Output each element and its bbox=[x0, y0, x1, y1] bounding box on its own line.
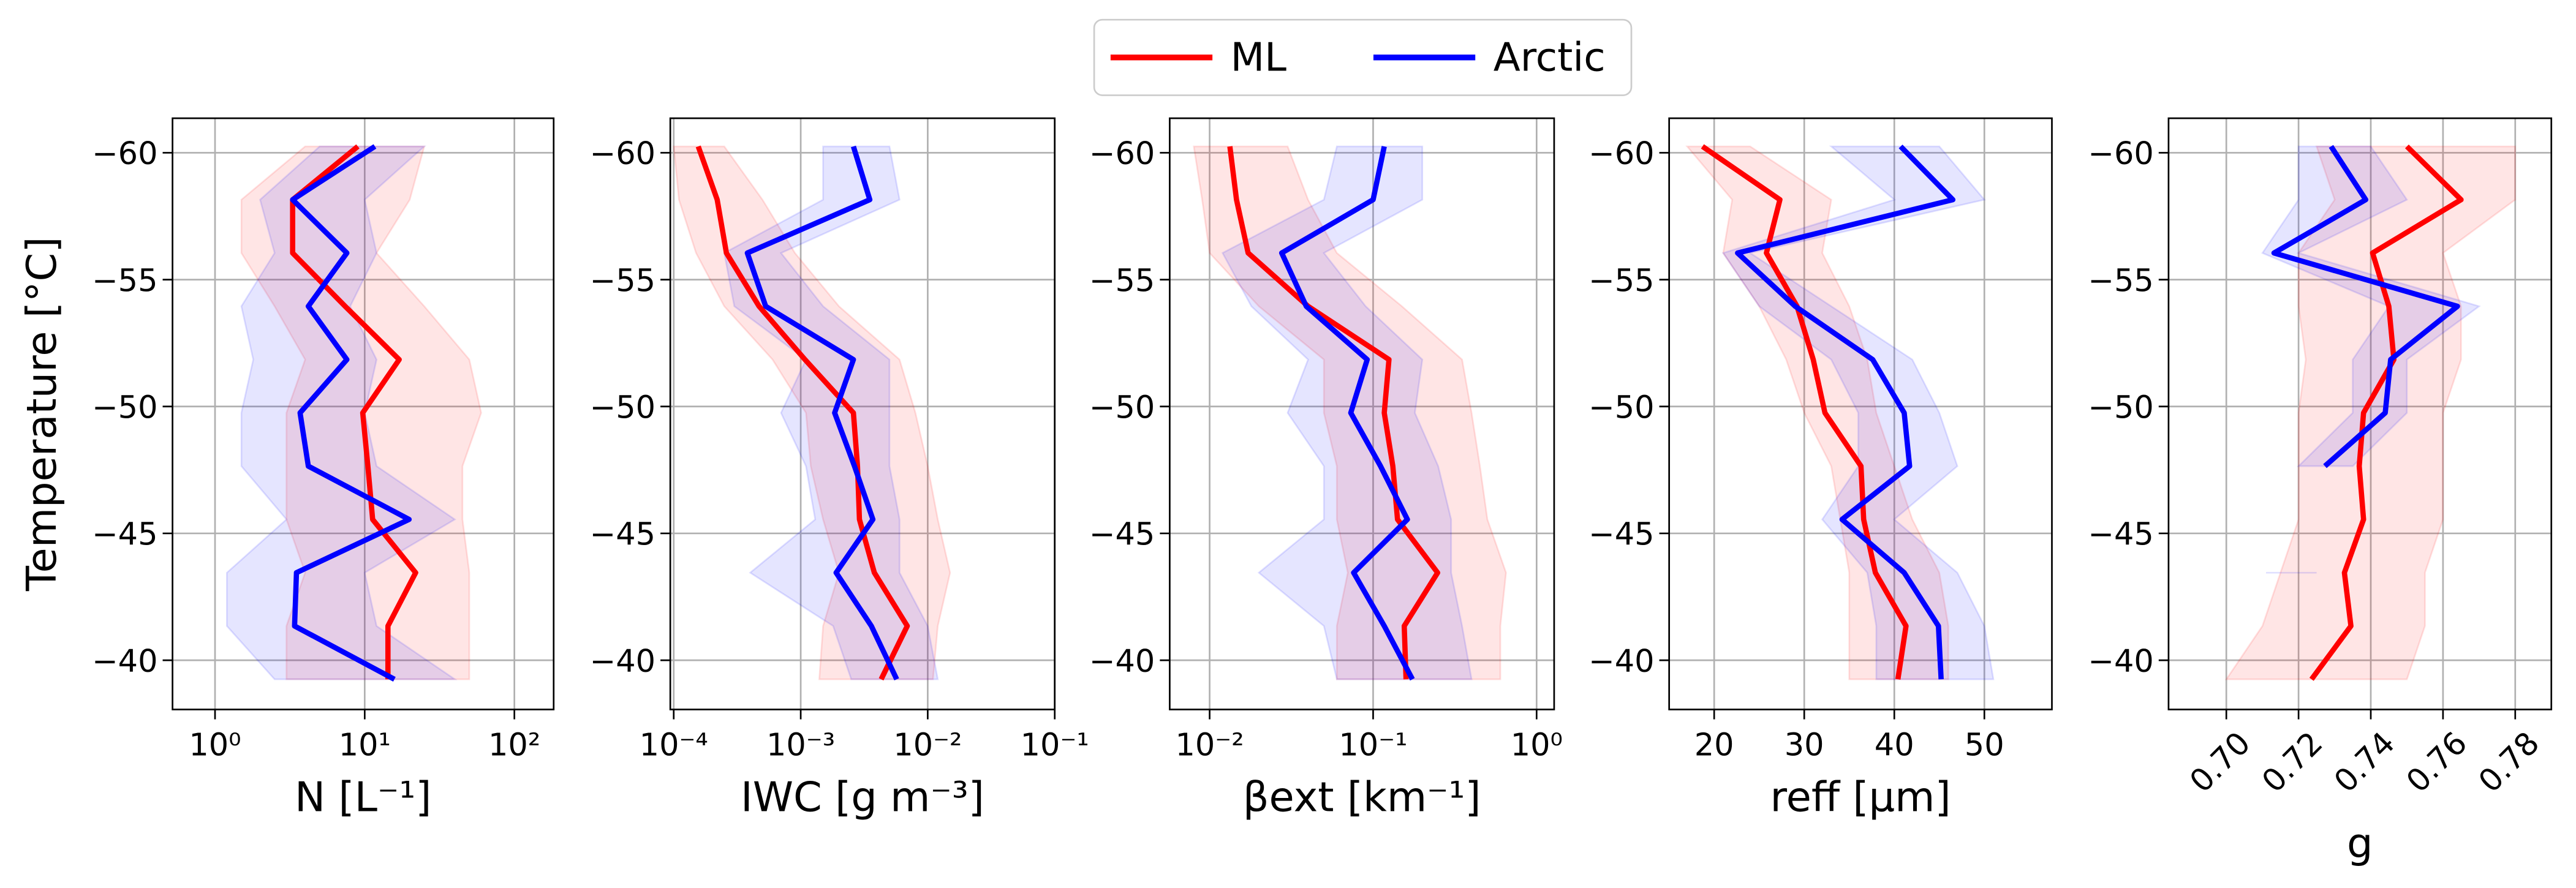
plot-frame bbox=[1169, 117, 1555, 710]
y-tick-label: −40 bbox=[1588, 644, 1655, 680]
band bbox=[1221, 145, 1473, 680]
x-tick-label: 10⁻⁴ bbox=[640, 728, 708, 764]
x-tick-label: 10⁰ bbox=[1511, 728, 1563, 764]
band bbox=[2261, 145, 2481, 574]
x-tick-label: 10⁻² bbox=[893, 728, 962, 764]
series-line bbox=[2309, 145, 2464, 681]
plot-frame bbox=[1668, 117, 2053, 710]
band bbox=[1685, 145, 1949, 680]
series-line bbox=[695, 145, 910, 681]
legend-label: Arctic bbox=[1494, 34, 1606, 80]
y-tick-label: −60 bbox=[590, 136, 656, 172]
y-tick-label: −45 bbox=[1588, 517, 1655, 553]
series-line bbox=[290, 144, 418, 680]
legend-label: ML bbox=[1231, 34, 1287, 80]
band bbox=[2224, 145, 2517, 680]
plot-frame bbox=[2167, 117, 2553, 710]
y-tick-label: −45 bbox=[1089, 517, 1155, 553]
series-line bbox=[1701, 144, 1909, 680]
series-line bbox=[1227, 146, 1441, 680]
x-tick-label: 0.72 bbox=[2255, 725, 2330, 800]
x-tick-label: 50 bbox=[1965, 728, 2004, 764]
y-tick-label: −50 bbox=[590, 390, 656, 426]
x-tick-label: 10⁻³ bbox=[766, 728, 835, 764]
y-tick-label: −55 bbox=[590, 263, 656, 299]
x-axis-label: g bbox=[2347, 819, 2373, 867]
y-tick-label: −60 bbox=[92, 136, 158, 172]
x-tick-label: 0.70 bbox=[2183, 725, 2258, 800]
y-tick-label: −60 bbox=[1588, 136, 1655, 172]
y-tick-label: −40 bbox=[92, 644, 158, 680]
x-tick-label: 10¹ bbox=[339, 728, 391, 764]
x-axis-label: reff [μm] bbox=[1770, 773, 1951, 821]
x-tick-label: 10⁰ bbox=[189, 728, 241, 764]
plot-frame bbox=[172, 117, 555, 710]
band bbox=[1721, 145, 1995, 680]
y-tick-label: −40 bbox=[590, 644, 656, 680]
y-tick-label: −45 bbox=[2088, 517, 2154, 553]
y-tick-label: −60 bbox=[2088, 136, 2154, 172]
x-tick-label: 10² bbox=[488, 728, 540, 764]
y-tick-label: −45 bbox=[92, 517, 158, 553]
x-axis-label: N [L⁻¹] bbox=[295, 773, 431, 821]
y-tick-label: −55 bbox=[1588, 263, 1655, 299]
x-tick-label: 20 bbox=[1694, 728, 1734, 764]
x-tick-label: 0.78 bbox=[2472, 725, 2547, 800]
series-line bbox=[1279, 146, 1415, 681]
x-tick-label: 0.76 bbox=[2400, 725, 2474, 800]
series-line bbox=[1735, 145, 1956, 680]
y-tick-label: −45 bbox=[590, 517, 656, 553]
x-tick-label: 40 bbox=[1875, 728, 1914, 764]
plot-frame bbox=[669, 117, 1056, 710]
series-line bbox=[290, 144, 412, 682]
y-tick-label: −40 bbox=[2088, 644, 2154, 680]
legend-box bbox=[1093, 18, 1633, 96]
x-tick-label: 10⁻¹ bbox=[1021, 728, 1089, 764]
x-tick-label: 10⁻² bbox=[1176, 728, 1244, 764]
y-tick-label: −40 bbox=[1089, 644, 1155, 680]
x-tick-label: 0.74 bbox=[2327, 725, 2402, 800]
y-tick-label: −50 bbox=[1089, 390, 1155, 426]
x-tick-label: 10⁻¹ bbox=[1339, 728, 1407, 764]
series-line bbox=[2271, 145, 2460, 468]
series-line bbox=[744, 145, 899, 681]
x-axis-label: βext [km⁻¹] bbox=[1243, 773, 1481, 821]
y-tick-label: −50 bbox=[92, 390, 158, 426]
y-axis-label: Temperature [°C] bbox=[18, 237, 66, 592]
y-tick-label: −60 bbox=[1089, 136, 1155, 172]
y-tick-label: −55 bbox=[1089, 263, 1155, 299]
band bbox=[226, 145, 458, 680]
y-tick-label: −55 bbox=[2088, 263, 2154, 299]
x-tick-label: 30 bbox=[1785, 728, 1824, 764]
band bbox=[723, 145, 939, 680]
x-axis-label: IWC [g m⁻³] bbox=[741, 773, 984, 821]
y-tick-label: −50 bbox=[2088, 390, 2154, 426]
y-tick-label: −55 bbox=[92, 263, 158, 299]
y-tick-label: −50 bbox=[1588, 390, 1655, 426]
